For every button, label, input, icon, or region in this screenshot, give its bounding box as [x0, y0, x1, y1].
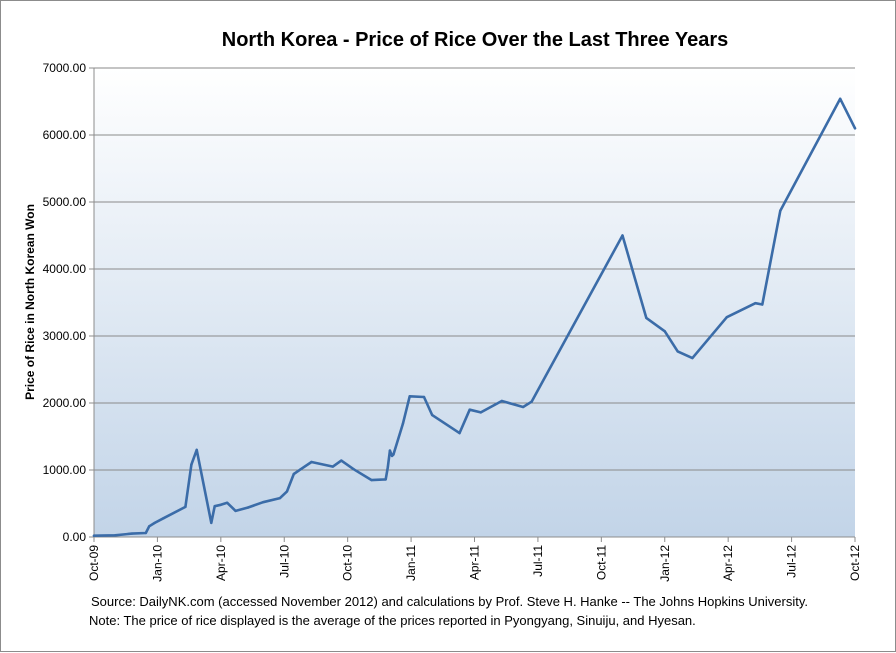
- data-point: [148, 525, 151, 528]
- data-point: [530, 400, 533, 403]
- data-point: [92, 534, 96, 537]
- y-tick-label: 1000.00: [43, 463, 87, 477]
- y-tick-label: 3000.00: [43, 329, 87, 343]
- x-tick-label: Oct-11: [594, 545, 608, 580]
- data-point: [676, 350, 679, 353]
- data-point: [234, 509, 237, 513]
- data-point: [663, 330, 666, 333]
- data-point: [479, 411, 482, 414]
- data-point: [839, 97, 842, 101]
- data-point: [401, 422, 405, 425]
- data-point: [761, 303, 764, 306]
- data-point: [500, 399, 503, 403]
- data-point: [408, 395, 411, 398]
- data-point: [388, 449, 392, 452]
- data-point: [422, 395, 426, 399]
- data-point: [285, 490, 289, 493]
- data-point: [458, 431, 461, 435]
- y-tick-label: 4000.00: [43, 262, 87, 276]
- x-tick-label: Jan-12: [658, 545, 672, 582]
- x-tick-label: Jan-10: [150, 545, 164, 582]
- data-point: [162, 517, 165, 520]
- data-point: [779, 209, 782, 212]
- data-point: [340, 459, 343, 462]
- x-tick-label: Jul-10: [277, 545, 291, 578]
- y-tick-label: 2000.00: [43, 396, 87, 410]
- x-tick-label: Apr-12: [721, 545, 735, 581]
- y-tick-label: 5000.00: [43, 195, 87, 209]
- data-point: [292, 472, 295, 476]
- chart-title: North Korea - Price of Rice Over the Las…: [222, 29, 728, 51]
- x-tick-label: Oct-09: [87, 545, 101, 581]
- plot-area: [94, 68, 855, 537]
- data-point: [310, 460, 313, 464]
- data-point: [754, 302, 757, 305]
- data-point: [226, 501, 229, 504]
- x-tick-label: Jul-11: [531, 545, 545, 577]
- x-tick-label: Jan-11: [404, 545, 418, 581]
- y-tick-label: 6000.00: [43, 128, 87, 142]
- x-tick-label: Apr-10: [214, 545, 228, 581]
- data-point: [386, 466, 389, 469]
- data-point: [384, 478, 387, 481]
- source-note: Source: DailyNK.com (accessed November 2…: [91, 594, 808, 609]
- y-axis-label: Price of Rice in North Korean Won: [23, 204, 37, 400]
- data-point: [521, 405, 525, 409]
- data-point: [113, 534, 117, 537]
- x-tick-label: Apr-11: [468, 545, 482, 580]
- data-point: [195, 448, 198, 452]
- data-point: [370, 478, 373, 482]
- data-point: [725, 316, 728, 319]
- data-point: [468, 408, 471, 411]
- y-tick-label: 0.00: [63, 530, 87, 544]
- data-point: [392, 453, 395, 456]
- data-point: [246, 506, 250, 509]
- data-point: [153, 521, 156, 525]
- data-point: [431, 413, 434, 417]
- data-point: [184, 505, 187, 509]
- x-tick-label: Oct-12: [848, 545, 862, 581]
- x-tick-label: Jul-12: [785, 545, 799, 578]
- footnote: Note: The price of rice displayed is the…: [89, 613, 696, 628]
- data-point: [299, 468, 302, 471]
- data-point: [213, 505, 216, 508]
- x-tick-label: Oct-10: [341, 545, 355, 581]
- data-point: [853, 127, 857, 130]
- data-point: [144, 531, 147, 535]
- y-tick-label: 7000.00: [43, 61, 87, 75]
- data-point: [352, 468, 355, 471]
- data-point: [219, 503, 222, 506]
- data-point: [130, 532, 134, 535]
- data-point: [261, 501, 265, 504]
- data-point: [210, 521, 213, 525]
- price-line: [92, 97, 857, 537]
- data-point: [278, 496, 282, 500]
- data-point: [331, 465, 335, 468]
- data-point: [621, 234, 624, 237]
- data-point: [190, 463, 193, 466]
- data-point: [691, 356, 694, 360]
- data-point: [645, 316, 648, 320]
